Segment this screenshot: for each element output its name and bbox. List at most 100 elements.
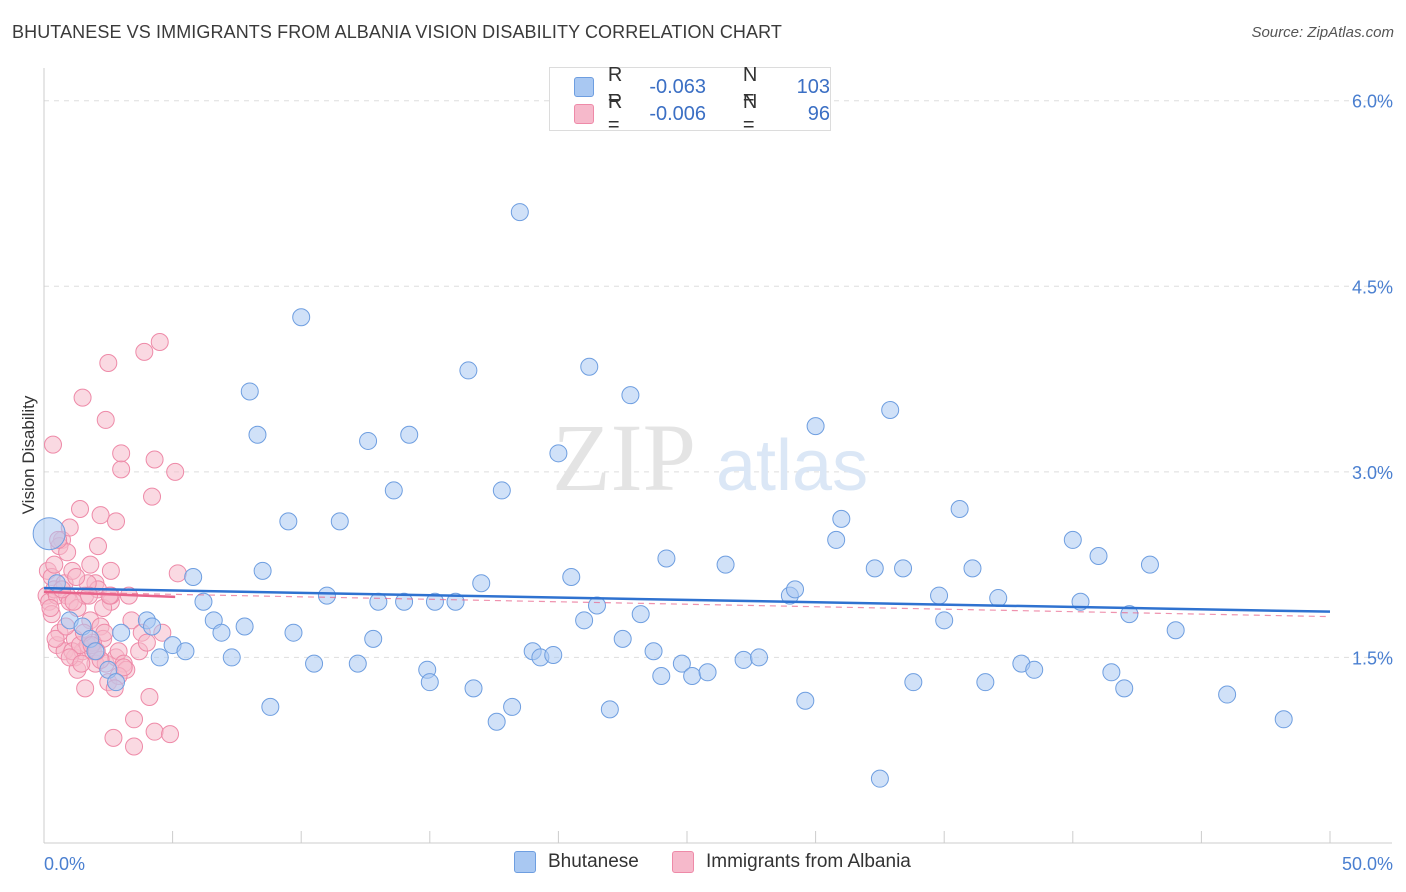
bhutanese-point xyxy=(1120,605,1139,624)
albania-point xyxy=(145,722,164,741)
bhutanese-point xyxy=(657,549,676,568)
bhutanese-point xyxy=(1063,530,1082,549)
bhutanese-point xyxy=(963,559,982,578)
r-label: R = xyxy=(607,91,623,136)
albania-trend-line xyxy=(43,590,176,599)
legend-row-bhutanese: R = -0.063 N = 103 xyxy=(574,64,830,109)
bhutanese-point xyxy=(194,592,213,611)
bhutanese-point xyxy=(317,586,336,605)
albania-point xyxy=(99,354,118,373)
bhutanese-point xyxy=(544,645,563,664)
bhutanese-point xyxy=(613,629,632,648)
albania-point xyxy=(58,543,77,562)
bhutanese-point xyxy=(446,592,465,611)
albania-point xyxy=(112,444,131,463)
bhutanese-point xyxy=(32,517,66,551)
albania-point xyxy=(101,561,120,580)
watermark: ZIP atlas xyxy=(552,404,868,511)
bhutanese-point xyxy=(683,666,702,685)
bhutanese-point xyxy=(184,568,203,587)
grid-lines xyxy=(44,100,1392,658)
bhutanese-point xyxy=(950,499,969,518)
bhutanese-point xyxy=(750,648,769,667)
albania-point xyxy=(112,460,131,479)
albania-points xyxy=(37,332,187,756)
bhutanese-point xyxy=(107,673,126,692)
bhutanese-point xyxy=(364,629,383,648)
albania-point xyxy=(76,679,95,698)
bhutanese-point xyxy=(1025,660,1044,679)
bhutanese-point xyxy=(1140,555,1159,574)
bhutanese-point xyxy=(86,642,105,661)
n-label: N = xyxy=(742,64,758,109)
albania-point xyxy=(161,725,180,744)
r-value: -0.063 xyxy=(649,75,707,98)
bhutanese-point xyxy=(330,512,349,531)
bhutanese-point xyxy=(305,654,324,673)
legend-label: Bhutanese xyxy=(548,851,639,872)
x-tick-label-max: 50.0% xyxy=(1342,854,1393,874)
bhutanese-point xyxy=(672,654,691,673)
tick-labels: 1.5% 3.0% 4.5% 6.0% 0.0% 50.0% xyxy=(44,92,1393,874)
n-value: 96 xyxy=(807,102,830,125)
bhutanese-point xyxy=(240,382,259,401)
y-tick-label: 6.0% xyxy=(1352,92,1393,112)
bhutanese-point xyxy=(827,530,846,549)
bhutanese-point xyxy=(881,401,900,420)
bhutanese-point xyxy=(698,663,717,682)
albania-point xyxy=(64,592,83,611)
bhutanese-point xyxy=(348,654,367,673)
bhutanese-point xyxy=(865,559,884,578)
bhutanese-point xyxy=(832,509,851,528)
y-tick-label: 1.5% xyxy=(1352,648,1393,668)
albania-point xyxy=(125,737,144,756)
albania-point xyxy=(67,568,86,587)
bhutanese-point xyxy=(425,592,444,611)
bhutanese-point xyxy=(492,481,511,500)
albania-point xyxy=(114,658,133,677)
bhutanese-point xyxy=(487,712,506,731)
albania-point xyxy=(91,506,110,525)
legend-swatch-blue xyxy=(514,851,536,873)
bhutanese-point xyxy=(369,592,388,611)
legend-swatch-pink xyxy=(672,851,694,873)
albania-point xyxy=(73,388,92,407)
legend-item-bhutanese[interactable]: Bhutanese xyxy=(514,851,639,873)
bhutanese-point xyxy=(395,592,414,611)
legend-row-albania: R = -0.006 N = 96 xyxy=(574,91,830,136)
bhutanese-point xyxy=(989,589,1008,608)
bhutanese-point xyxy=(212,623,231,642)
albania-point xyxy=(107,512,126,531)
bhutanese-point xyxy=(600,700,619,719)
bhutanese-point xyxy=(384,481,403,500)
bhutanese-point xyxy=(261,697,280,716)
bhutanese-point xyxy=(806,417,825,436)
albania-point xyxy=(81,555,100,574)
albania-point xyxy=(135,342,154,361)
albania-point xyxy=(46,629,65,648)
source-label: Source: ZipAtlas.com xyxy=(1251,24,1394,41)
bhutanese-point xyxy=(930,586,949,605)
correlation-legend: R = -0.063 N = 103 R = -0.006 N = 96 xyxy=(549,64,831,136)
r-label: R = xyxy=(607,64,623,109)
legend-item-albania[interactable]: Immigrants from Albania xyxy=(672,851,911,873)
watermark-atlas: atlas xyxy=(716,426,868,506)
bhutanese-point xyxy=(580,357,599,376)
bhutanese-point xyxy=(253,561,272,580)
bhutanese-point xyxy=(904,673,923,692)
albania-point xyxy=(137,633,156,652)
axes xyxy=(43,68,1392,844)
bhutanese-point xyxy=(400,425,419,444)
bhutanese-point xyxy=(222,648,241,667)
bhutanese-point xyxy=(587,596,606,615)
bhutanese-point xyxy=(734,650,753,669)
albania-point xyxy=(166,462,185,481)
trend-lines xyxy=(43,586,1331,618)
bhutanese-point xyxy=(1102,663,1121,682)
albania-point xyxy=(71,499,90,518)
bhutanese-point xyxy=(575,611,594,630)
albania-point xyxy=(96,410,115,429)
bhutanese-point xyxy=(976,673,995,692)
albania-point xyxy=(140,688,159,707)
